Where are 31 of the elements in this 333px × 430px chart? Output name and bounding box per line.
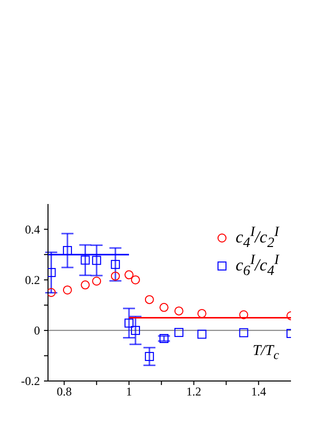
y-tick-label: 0: [34, 323, 40, 338]
point: [197, 308, 206, 318]
point: [80, 256, 90, 265]
point: [144, 295, 154, 304]
point: [239, 328, 248, 338]
point: [159, 302, 168, 312]
point: [130, 275, 140, 284]
point: [48, 268, 56, 278]
point: [159, 334, 168, 344]
point: [174, 306, 184, 316]
x-tick-label: 1: [126, 384, 132, 399]
point: [92, 256, 102, 265]
point: [110, 272, 120, 281]
point: [48, 288, 56, 297]
point: [110, 260, 120, 269]
point: [144, 352, 154, 361]
point: [80, 280, 90, 290]
point: [124, 270, 134, 280]
point: [174, 328, 184, 337]
point: [124, 318, 134, 328]
x-tick-label: 1.4: [251, 384, 266, 399]
x-tick-label: 0.8: [56, 384, 72, 399]
y-tick-label: 0.2: [25, 272, 40, 287]
point: [239, 310, 248, 320]
x-tick-label: 1.2: [186, 384, 202, 399]
point: [62, 285, 72, 294]
point: [197, 330, 206, 339]
x-axis-title: T/T$_{c}$: [252, 343, 279, 363]
y-tick-label: 0.4: [25, 222, 40, 236]
y-tick-label: -0.2: [21, 374, 40, 388]
point: [130, 326, 140, 335]
